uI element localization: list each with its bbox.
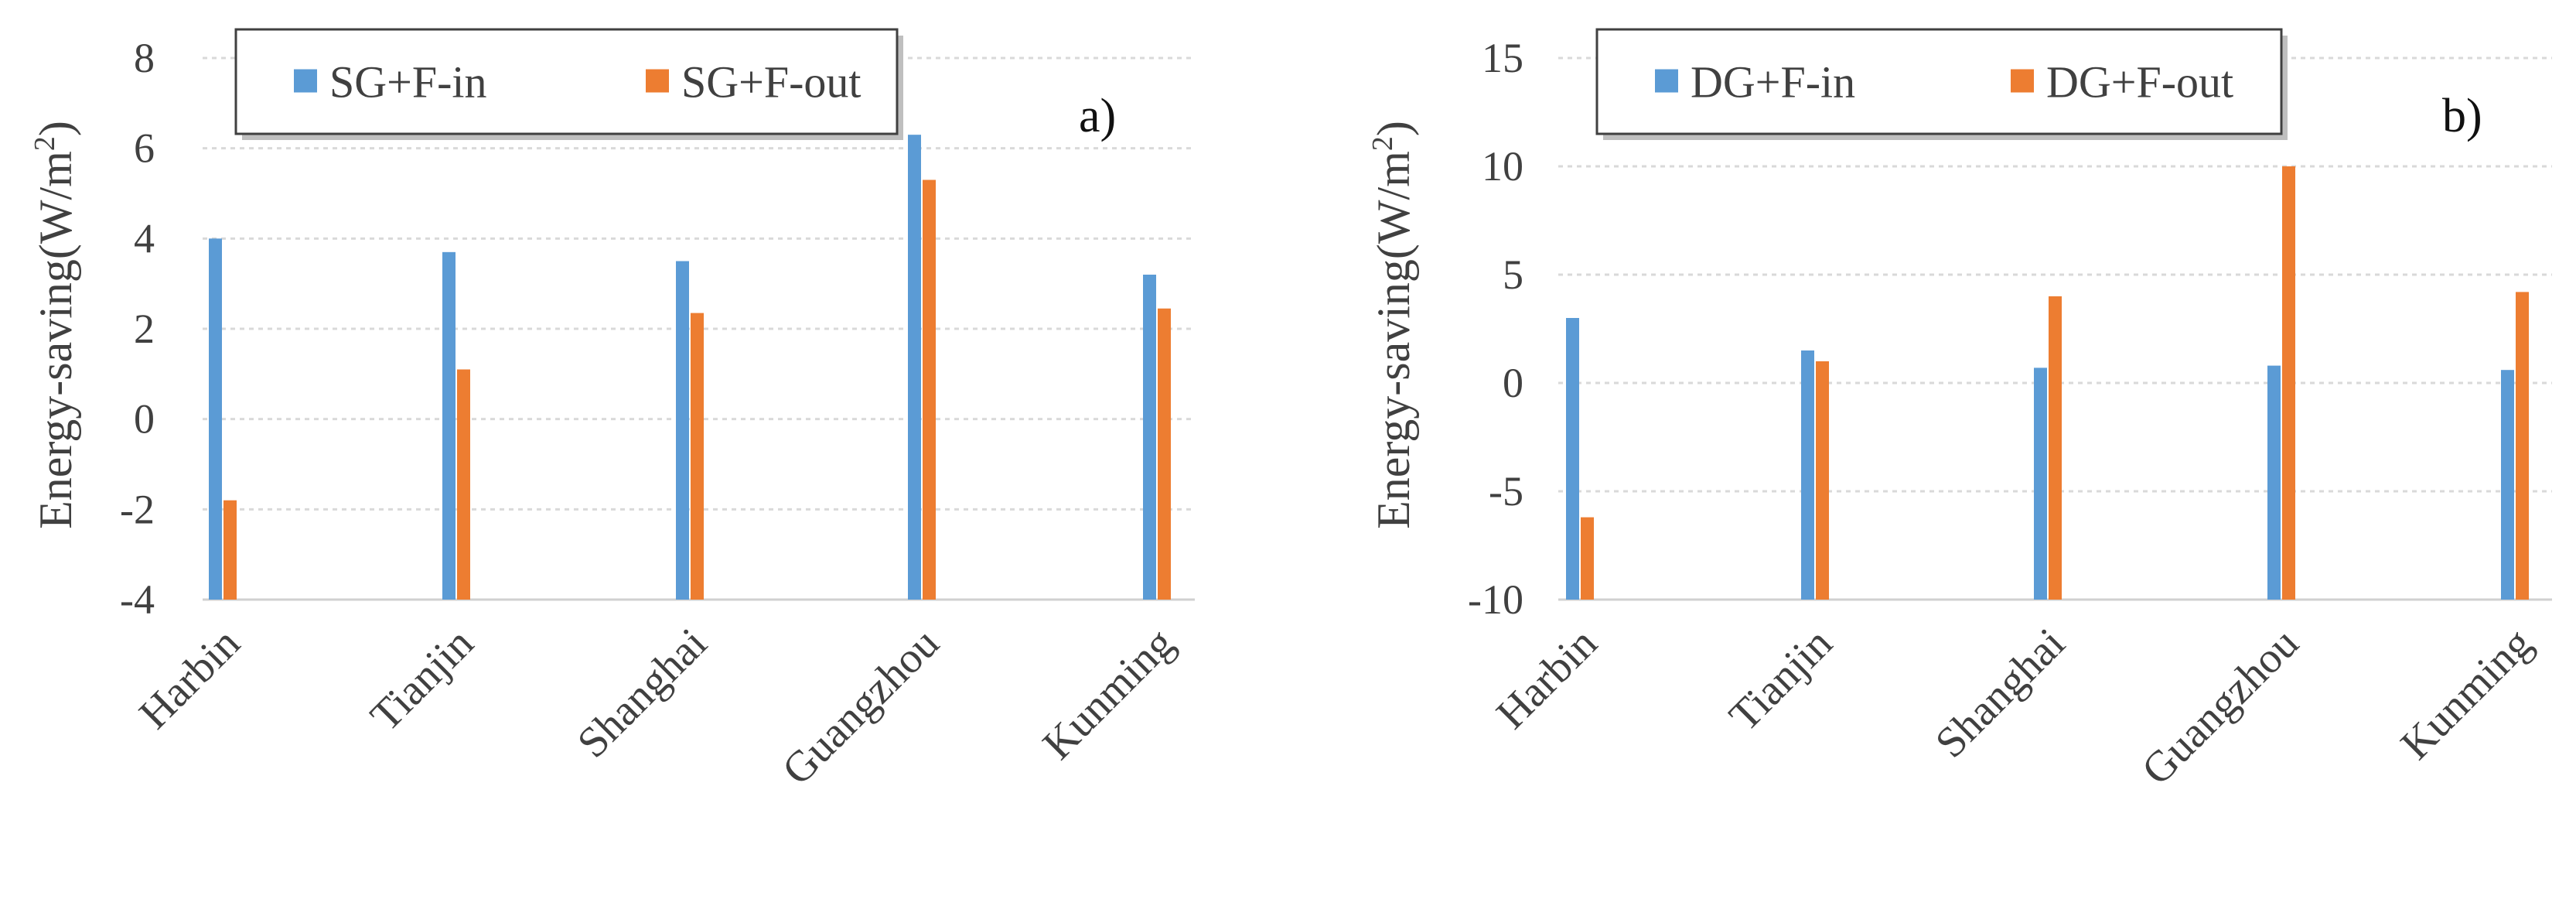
category-label: Kunming (1034, 619, 1183, 768)
legend-box (1595, 28, 2283, 135)
legend-entry-label: DG+F-out (2046, 57, 2233, 108)
bar-dg-f-out-kunming (2516, 292, 2529, 600)
y-tick-label: 0 (1503, 360, 1523, 406)
y-tick-label: 15 (1482, 35, 1523, 81)
category-label: Harbin (1487, 619, 1606, 738)
bar-sg-f-out-harbin (223, 500, 237, 600)
category-label: Tianjin (361, 619, 483, 740)
bar-sg-f-out-tianjin (457, 369, 470, 600)
y-axis-label-main: Energy-saving(W/m (30, 151, 81, 529)
legend-entry-label: SG+F-out (681, 57, 862, 108)
y-tick-label: 4 (134, 215, 155, 261)
category-label: Harbin (130, 619, 249, 738)
y-axis-label-superscript: 2 (1366, 136, 1399, 151)
bar-dg-f-in-guangzhou (2267, 365, 2281, 600)
bar-sg-f-in-tianjin (442, 251, 455, 600)
bar-dg-f-in-harbin (1566, 318, 1579, 600)
bar-sg-f-in-guangzhou (908, 135, 921, 600)
y-tick-label: -5 (1489, 468, 1523, 514)
category-label: Tianjin (1720, 619, 1841, 740)
bar-dg-f-out-shanghai (2049, 296, 2062, 600)
legend-entry-label: SG+F-in (329, 57, 487, 108)
y-tick-label: 0 (134, 396, 155, 443)
y-axis-label-superscript: 2 (29, 136, 61, 151)
bar-sg-f-out-shanghai (691, 313, 704, 600)
panel-label: b) (2442, 90, 2482, 142)
bar-dg-f-out-harbin (1581, 517, 1594, 600)
category-label: Shanghai (1926, 619, 2074, 767)
bar-dg-f-out-tianjin (1816, 361, 1829, 600)
y-tick-label: 6 (134, 125, 155, 172)
legend-swatch (646, 69, 669, 93)
y-axis-label-close: ) (30, 121, 81, 136)
y-axis-label: Energy-saving(W/m2) (29, 121, 81, 529)
category-label: Shanghai (568, 619, 716, 767)
chart-b: -10 -5 0 5 10 15 Harbin Tianjin Shanghai Guangzho… (1366, 28, 2552, 795)
category-label: Kunming (2392, 619, 2541, 768)
bar-dg-f-out-guangzhou (2282, 166, 2295, 600)
y-tick-label: 5 (1503, 251, 1523, 298)
legend-box (234, 28, 899, 135)
legend-swatch (294, 69, 317, 93)
bar-sg-f-in-harbin (209, 238, 222, 600)
y-tick-label: 2 (134, 306, 155, 352)
bar-sg-f-in-kunming (1143, 275, 1156, 600)
y-tick-label: 8 (134, 35, 155, 81)
y-tick-label: -10 (1468, 576, 1523, 623)
bar-dg-f-in-tianjin (1801, 350, 1814, 600)
y-axis-label-close: ) (1368, 121, 1419, 136)
category-label: Guangzhou (773, 619, 948, 794)
y-tick-label: -4 (120, 576, 155, 623)
y-tick-label: 10 (1482, 143, 1523, 190)
category-label: Guangzhou (2133, 619, 2308, 794)
bar-dg-f-in-kunming (2501, 370, 2514, 600)
legend-swatch (2011, 69, 2034, 93)
bar-sg-f-out-kunming (1158, 308, 1171, 600)
legend-swatch (1655, 69, 1678, 93)
chart-a: -4 -2 0 2 4 6 8 Harbin Tianjin Shanghai Guangzhou K… (29, 28, 1195, 795)
legend-entry-label: DG+F-in (1691, 57, 1855, 108)
y-axis-label: Energy-saving(W/m2) (1366, 121, 1419, 529)
y-axis-label-main: Energy-saving(W/m (1368, 151, 1419, 529)
panel-label: a) (1079, 90, 1116, 142)
bar-sg-f-out-guangzhou (923, 179, 936, 600)
y-tick-label: -2 (120, 486, 155, 532)
bar-sg-f-in-shanghai (676, 261, 689, 600)
bar-dg-f-in-shanghai (2034, 367, 2047, 600)
